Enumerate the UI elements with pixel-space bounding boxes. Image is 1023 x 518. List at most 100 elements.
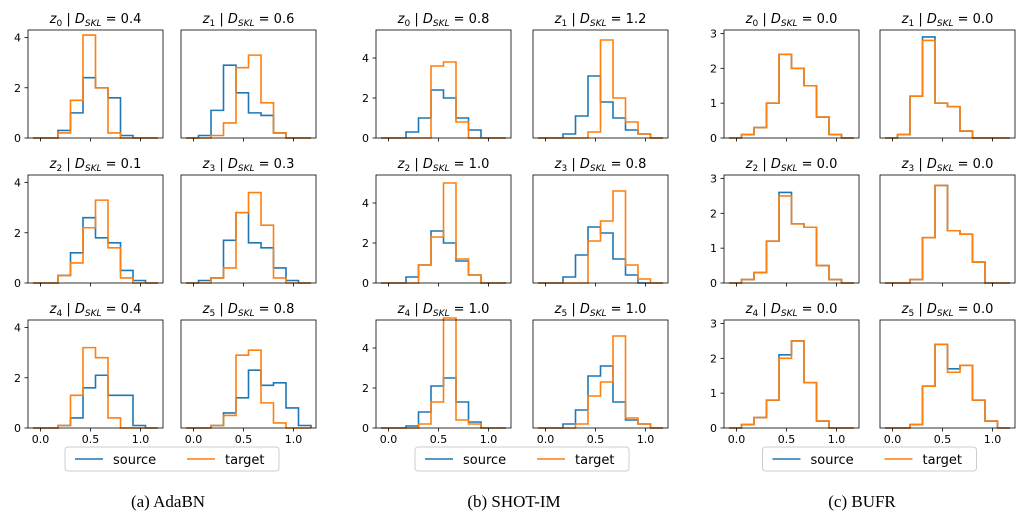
panel-title: z1 | DSKL = 0.6 (202, 12, 295, 29)
panel-title: z2 | DSKL = 0.1 (49, 157, 142, 174)
y-tick-label: 0 (14, 422, 21, 435)
y-tick-label: 3 (710, 27, 717, 40)
panel-adabn-z3: z3 | DSKL = 0.3 (180, 157, 317, 287)
series-target (729, 340, 854, 429)
x-tick-label: 0.0 (380, 433, 398, 446)
axes-frame (879, 174, 1016, 284)
y-tick-label: 0 (362, 422, 369, 435)
caption-shot-im: (b) SHOT-IM (467, 492, 561, 511)
panel-title: z4 | DSKL = 1.0 (397, 302, 490, 319)
axes-frame (180, 29, 317, 139)
series-target (381, 61, 506, 139)
panel-adabn-z0: z0 | DSKL = 0.4 0 2 4 (14, 12, 164, 145)
panel-adabn-z2: z2 | DSKL = 0.1 0 2 4 (14, 157, 164, 290)
x-tick-label: 0.0 (884, 433, 902, 446)
y-tick-label: 0 (362, 132, 369, 145)
panel-title: z3 | DSKL = 0.3 (202, 157, 295, 174)
x-tick-label: 0.5 (430, 433, 448, 446)
axes-frame (723, 174, 860, 284)
panel-title: z5 | DSKL = 0.0 (901, 302, 994, 319)
legend-label-source: source (811, 453, 854, 468)
x-tick-label: 0.0 (728, 433, 746, 446)
series-target (885, 184, 1010, 284)
axes-frame (180, 319, 317, 429)
y-tick-label: 0 (14, 277, 21, 290)
y-tick-label: 0 (362, 277, 369, 290)
panel-adabn-z4: z4 | DSKL = 0.4 0.0 0.5 1.0 0 2 4 (14, 302, 164, 446)
legend-box (762, 446, 977, 472)
caption-adabn: (a) AdaBN (130, 492, 206, 511)
y-tick-label: 2 (362, 382, 369, 395)
panel-shot-im-z5: z5 | DSKL = 1.0 0.0 0.5 1.0 (532, 302, 669, 446)
series-source (186, 64, 311, 139)
series-target (538, 190, 663, 284)
series-target (381, 317, 506, 429)
panel-shot-im-z1: z1 | DSKL = 1.2 (532, 12, 669, 142)
series-target (538, 335, 663, 429)
panel-shot-im-z3: z3 | DSKL = 0.8 (532, 157, 669, 287)
y-tick-label: 4 (14, 177, 21, 190)
panel-shot-im-z0: z0 | DSKL = 0.8 0 2 4 (362, 12, 512, 145)
series-target (381, 182, 506, 284)
panel-title: z0 | DSKL = 0.4 (49, 12, 142, 29)
panel-title: z1 | DSKL = 1.2 (554, 12, 647, 29)
panel-title: z5 | DSKL = 0.8 (202, 302, 295, 319)
x-tick-label: 1.0 (637, 433, 655, 446)
panel-adabn-z5: z5 | DSKL = 0.8 0.0 0.5 1.0 (180, 302, 317, 446)
panel-title: z2 | DSKL = 0.0 (745, 157, 838, 174)
legend-label-target: target (225, 453, 265, 468)
x-tick-label: 0.0 (32, 433, 50, 446)
panel-bufr-z3: z3 | DSKL = 0.0 (879, 157, 1016, 287)
axes-frame (375, 29, 512, 139)
x-tick-label: 0.5 (235, 433, 253, 446)
series-source (33, 374, 158, 429)
y-tick-label: 2 (362, 92, 369, 105)
y-tick-label: 4 (362, 52, 369, 65)
y-tick-label: 4 (14, 32, 21, 45)
axes-frame (375, 174, 512, 284)
series-target (538, 39, 663, 139)
x-tick-label: 1.0 (132, 433, 150, 446)
series-source (186, 211, 311, 284)
y-tick-label: 1 (710, 242, 717, 255)
panel-title: z4 | DSKL = 0.4 (49, 302, 142, 319)
y-tick-label: 0 (14, 132, 21, 145)
x-tick-label: 0.0 (185, 433, 203, 446)
y-tick-label: 4 (362, 197, 369, 210)
panel-bufr-z0: z0 | DSKL = 0.0 0 1 2 3 (710, 12, 860, 145)
series-target (186, 349, 311, 429)
y-tick-label: 1 (710, 97, 717, 110)
x-tick-label: 1.0 (984, 433, 1002, 446)
x-tick-label: 0.5 (82, 433, 100, 446)
caption-bufr: (c) BUFR (828, 492, 896, 511)
x-tick-label: 1.0 (828, 433, 846, 446)
x-tick-label: 1.0 (480, 433, 498, 446)
legend-label-source: source (463, 453, 506, 468)
series-target (729, 195, 854, 284)
y-tick-label: 2 (710, 352, 717, 365)
panel-adabn-z1: z1 | DSKL = 0.6 (180, 12, 317, 142)
y-tick-label: 2 (14, 227, 21, 240)
y-tick-label: 2 (710, 207, 717, 220)
y-tick-label: 0 (710, 132, 717, 145)
axes-frame (532, 319, 669, 429)
panel-title: z3 | DSKL = 0.0 (901, 157, 994, 174)
series-target (33, 199, 158, 284)
series-source (186, 369, 312, 429)
panel-title: z0 | DSKL = 0.0 (745, 12, 838, 29)
series-source (381, 89, 506, 139)
y-tick-label: 3 (710, 317, 717, 330)
panel-bufr-z1: z1 | DSKL = 0.0 (879, 12, 1016, 142)
panel-title: z1 | DSKL = 0.0 (901, 12, 994, 29)
series-target (885, 39, 1010, 139)
y-tick-label: 4 (14, 322, 21, 335)
series-source (381, 230, 506, 284)
panel-title: z3 | DSKL = 0.8 (554, 157, 647, 174)
y-tick-label: 4 (362, 342, 369, 355)
axes-frame (27, 29, 164, 139)
legend-label-target: target (923, 453, 963, 468)
x-tick-label: 0.0 (537, 433, 555, 446)
y-tick-label: 0 (710, 277, 717, 290)
panel-shot-im-z4: z4 | DSKL = 1.0 0.0 0.5 1.0 0 2 4 (362, 302, 512, 446)
